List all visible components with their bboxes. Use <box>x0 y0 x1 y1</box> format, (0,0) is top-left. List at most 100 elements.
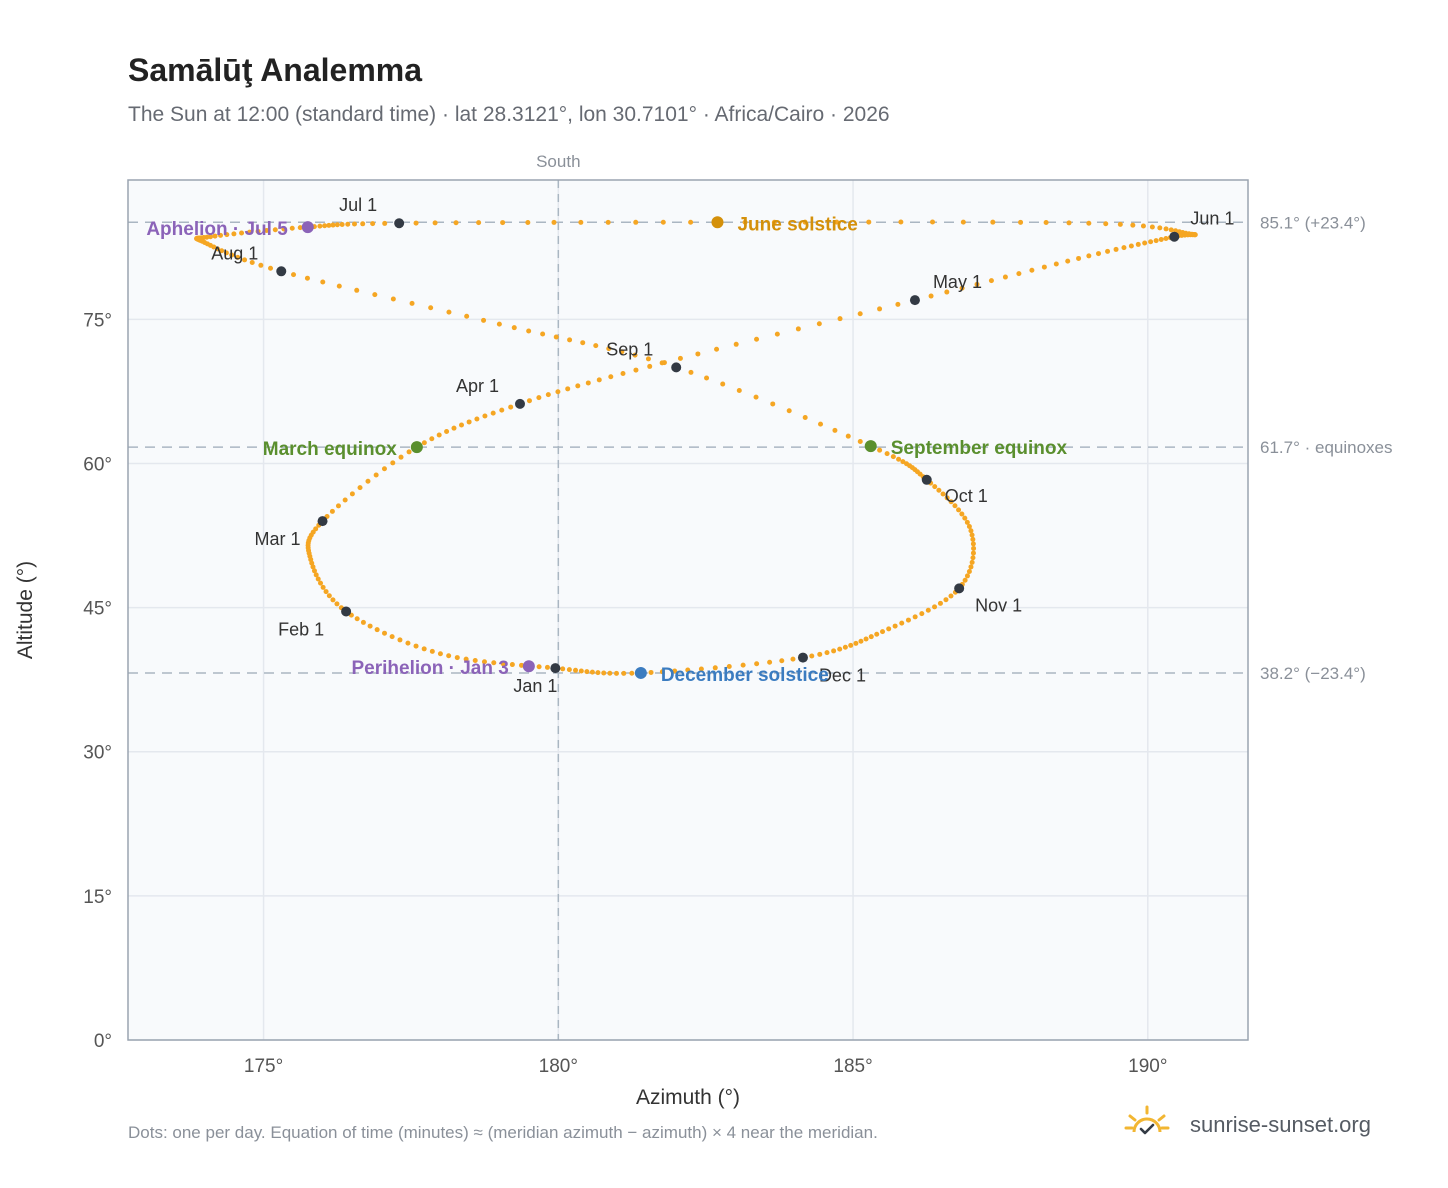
day-dot <box>736 387 742 393</box>
day-dot <box>289 225 295 231</box>
day-dot <box>575 383 581 389</box>
day-dot <box>405 640 411 646</box>
day-dot <box>272 227 278 233</box>
day-dot <box>566 667 572 673</box>
day-dot <box>490 410 496 416</box>
day-dot <box>536 395 542 401</box>
x-tick-label: 185° <box>833 1056 872 1077</box>
day-dot <box>1148 239 1154 245</box>
day-dot <box>1117 221 1123 227</box>
day-dot <box>1041 264 1047 270</box>
day-dot <box>895 301 901 307</box>
day-dot <box>1163 235 1169 241</box>
day-dot <box>229 252 235 258</box>
day-dot <box>990 219 996 225</box>
day-dot <box>382 220 388 226</box>
day-dot <box>912 614 918 620</box>
chart-title: Samālūţ Analemma <box>128 52 423 88</box>
day-dot <box>320 279 326 285</box>
day-dot <box>432 220 438 226</box>
y-tick-label: 15° <box>83 887 112 908</box>
month-marker <box>317 516 328 527</box>
day-dot <box>932 604 938 610</box>
day-dot <box>964 519 970 525</box>
day-dot <box>500 661 506 667</box>
footnote: Dots: one per day. Equation of time (min… <box>128 1123 878 1142</box>
day-dot <box>317 223 323 229</box>
chart-subtitle: The Sun at 12:00 (standard time) · lat 2… <box>128 103 890 126</box>
day-dot <box>695 351 701 357</box>
event-markers: June solstice December solstice March equi… <box>146 214 1067 686</box>
day-dot <box>948 593 954 599</box>
day-dot <box>712 665 718 671</box>
month-label: Apr 1 <box>456 376 499 396</box>
day-dot <box>890 454 896 460</box>
day-dot <box>936 487 942 493</box>
day-dot <box>621 670 627 676</box>
reference-label: 38.2° (−23.4°) <box>1260 664 1366 683</box>
day-dot <box>334 222 340 228</box>
day-dot <box>1016 271 1022 277</box>
day-dot <box>601 670 607 676</box>
day-dot <box>458 422 464 428</box>
day-dot <box>1018 219 1024 225</box>
day-dot <box>1053 261 1059 267</box>
day-dot <box>677 355 683 361</box>
day-dot <box>786 408 792 414</box>
day-dot <box>795 326 801 332</box>
day-dot <box>1096 251 1102 257</box>
day-dot <box>553 334 559 340</box>
day-dot <box>968 564 974 570</box>
day-dot <box>896 456 902 462</box>
day-dot <box>1076 255 1082 261</box>
day-dot <box>511 325 517 331</box>
day-dot <box>964 573 970 579</box>
plot-background <box>128 180 1248 1040</box>
day-dot <box>567 337 573 343</box>
day-dot <box>1086 253 1092 259</box>
day-dot <box>962 577 968 583</box>
day-dot <box>726 664 732 670</box>
day-dot <box>930 219 936 225</box>
day-dot <box>249 260 255 266</box>
day-dot <box>372 292 378 298</box>
y-tick-label: 75° <box>83 310 112 331</box>
day-dot <box>925 607 931 613</box>
day-dot <box>595 670 601 676</box>
brand-logo[interactable]: sunrise-sunset.org <box>1120 1104 1390 1144</box>
day-dot <box>831 648 837 654</box>
day-dot <box>899 620 905 626</box>
day-dot <box>212 233 218 239</box>
day-dot <box>481 659 487 665</box>
day-dot <box>880 629 886 635</box>
day-dot <box>970 536 976 542</box>
day-dot <box>960 219 966 225</box>
day-dot <box>310 564 316 570</box>
y-tick-label: 60° <box>83 454 112 475</box>
day-dot <box>1163 226 1169 232</box>
day-dot <box>235 254 241 260</box>
event-marker <box>711 216 724 229</box>
day-dot <box>365 478 371 484</box>
day-dot <box>336 283 342 289</box>
day-dot <box>382 630 388 636</box>
day-dot <box>1135 241 1141 247</box>
day-dot <box>834 219 840 225</box>
day-dot <box>1105 248 1111 254</box>
day-dot <box>928 293 934 299</box>
day-dot <box>354 616 360 622</box>
day-dot <box>816 321 822 327</box>
day-dot <box>367 623 373 629</box>
day-dot <box>544 664 550 670</box>
day-dot <box>754 336 760 342</box>
day-dot <box>969 532 975 538</box>
day-dot <box>545 392 551 398</box>
day-dot <box>944 495 950 501</box>
day-dot <box>688 369 694 375</box>
day-dot <box>578 219 584 225</box>
day-dot <box>771 219 777 225</box>
day-dot <box>858 638 864 644</box>
day-dot <box>1142 240 1148 246</box>
day-dot <box>472 658 478 664</box>
day-dot <box>1128 243 1134 249</box>
